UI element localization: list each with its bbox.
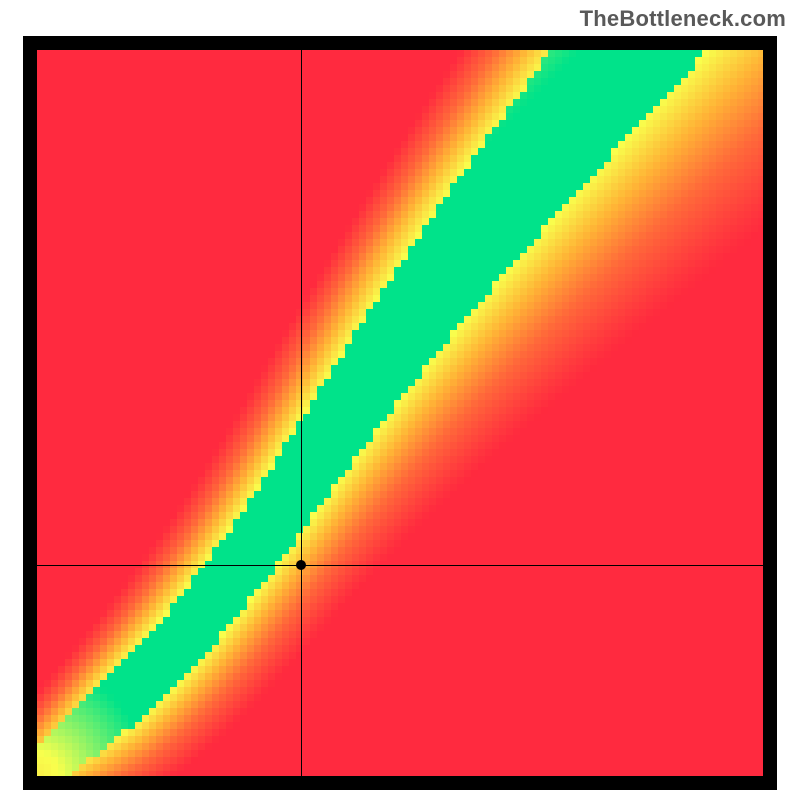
heatmap-canvas bbox=[37, 50, 763, 776]
crosshair-horizontal bbox=[37, 565, 763, 566]
crosshair-vertical bbox=[301, 50, 302, 776]
watermark-text: TheBottleneck.com bbox=[580, 6, 786, 32]
plot-area bbox=[37, 50, 763, 776]
chart-container: TheBottleneck.com bbox=[0, 0, 800, 800]
crosshair-marker bbox=[296, 560, 306, 570]
